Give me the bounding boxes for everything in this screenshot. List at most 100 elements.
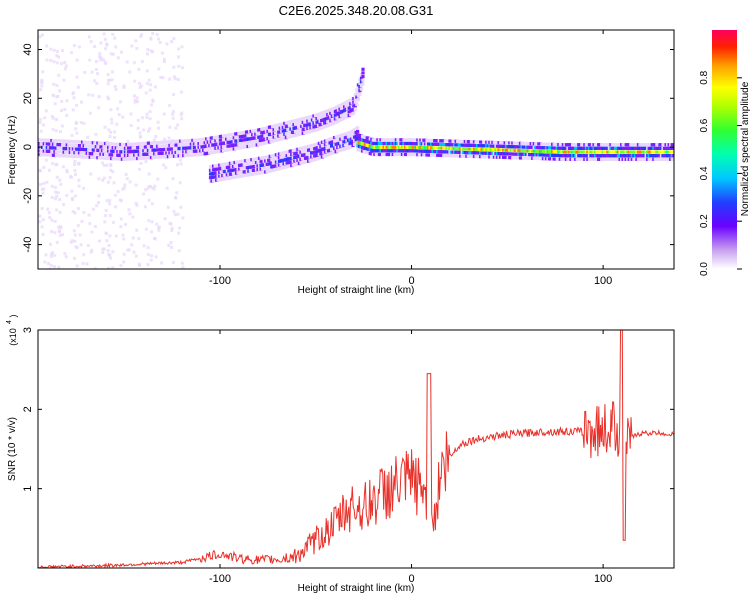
noise-cell [87, 93, 91, 97]
noise-cell [149, 83, 153, 87]
noise-cell [53, 253, 57, 257]
noise-cell [160, 51, 164, 55]
noise-cell [147, 198, 151, 202]
noise-cell [51, 128, 55, 132]
noise-cell [40, 207, 44, 211]
noise-cell [156, 120, 160, 124]
noise-cell [149, 49, 153, 53]
noise-cell [171, 112, 175, 116]
noise-cell [157, 225, 161, 229]
noise-cell [48, 215, 52, 219]
noise-cell [161, 76, 165, 80]
noise-cell [44, 158, 48, 162]
noise-cell [141, 116, 145, 120]
noise-cell [99, 58, 103, 62]
noise-cell [109, 52, 113, 56]
noise-cell [39, 117, 43, 121]
noise-cell [90, 248, 94, 252]
noise-cell [133, 100, 137, 104]
noise-cell [93, 79, 97, 83]
bottom-y-ticks: 1 2 3 [22, 327, 674, 492]
noise-cell [53, 219, 57, 223]
noise-cell [133, 79, 137, 83]
noise-cell [138, 131, 142, 135]
noise-cell [144, 188, 148, 192]
spectral-cell [352, 111, 356, 115]
y-tick-label: -20 [22, 188, 34, 204]
noise-cell [116, 56, 120, 60]
spectral-cell [672, 157, 674, 161]
noise-cell [55, 95, 59, 99]
noise-cell [114, 45, 118, 49]
noise-cell [60, 100, 64, 104]
spectral-cell [358, 92, 362, 96]
noise-cell [74, 127, 78, 131]
noise-cell [108, 256, 112, 260]
noise-cell [60, 49, 64, 53]
noise-cell [75, 246, 79, 250]
noise-cell [164, 166, 168, 170]
colorbar-gradient [712, 30, 737, 269]
noise-cell [79, 100, 83, 104]
noise-cell [176, 212, 180, 216]
noise-cell [179, 205, 183, 209]
noise-cell [173, 196, 177, 200]
noise-cell [55, 194, 59, 198]
noise-cell [47, 211, 51, 215]
noise-cell [75, 264, 79, 268]
noise-cell [117, 113, 121, 117]
noise-cell [58, 89, 62, 93]
noise-cell [88, 111, 92, 115]
noise-cell [78, 233, 82, 237]
spectral-cell [359, 87, 364, 91]
noise-cell [49, 58, 53, 62]
noise-cell [122, 252, 126, 256]
noise-cell [106, 95, 110, 99]
noise-cell [172, 65, 176, 69]
spectral-cell [356, 129, 360, 134]
noise-cell [89, 172, 93, 176]
noise-cell [171, 260, 175, 264]
noise-cell [162, 57, 166, 61]
noise-cell [105, 42, 109, 46]
noise-cell [73, 169, 77, 173]
noise-cell [107, 244, 111, 248]
noise-cell [110, 70, 114, 74]
noise-cell [177, 55, 181, 59]
noise-cell [73, 160, 77, 164]
noise-cell [57, 55, 61, 59]
noise-cell [137, 67, 141, 71]
noise-cell [49, 254, 53, 258]
noise-cell [94, 132, 98, 136]
noise-cell [124, 222, 128, 226]
top-y-ticks: -40 -20 0 20 40 [22, 43, 674, 253]
noise-cell [97, 177, 101, 181]
noise-cell [137, 237, 141, 241]
spectral-cell [361, 74, 365, 79]
noise-cell [149, 36, 153, 40]
noise-cell [94, 60, 98, 64]
noise-cell [114, 87, 118, 91]
noise-cell [73, 211, 77, 215]
noise-cell [145, 112, 149, 116]
top-x-axis-label: Height of straight line (km) [298, 285, 415, 296]
noise-cell [119, 199, 123, 203]
noise-cell [108, 234, 112, 238]
noise-cell [58, 198, 62, 202]
noise-cell [162, 163, 166, 167]
noise-cell [134, 254, 138, 258]
bottom-x-axis-label: Height of straight line (km) [298, 583, 415, 594]
noise-cell [89, 250, 93, 254]
noise-cell [79, 120, 83, 124]
noise-cell [54, 185, 58, 189]
noise-cell [123, 183, 127, 187]
noise-cell [104, 62, 108, 66]
noise-cell [128, 70, 132, 74]
noise-cell [171, 116, 175, 120]
noise-cell [55, 50, 59, 54]
noise-cell [170, 226, 174, 230]
spectral-cell [356, 126, 360, 130]
noise-cell [180, 111, 184, 115]
noise-cell [177, 64, 181, 68]
noise-cell [38, 214, 42, 218]
